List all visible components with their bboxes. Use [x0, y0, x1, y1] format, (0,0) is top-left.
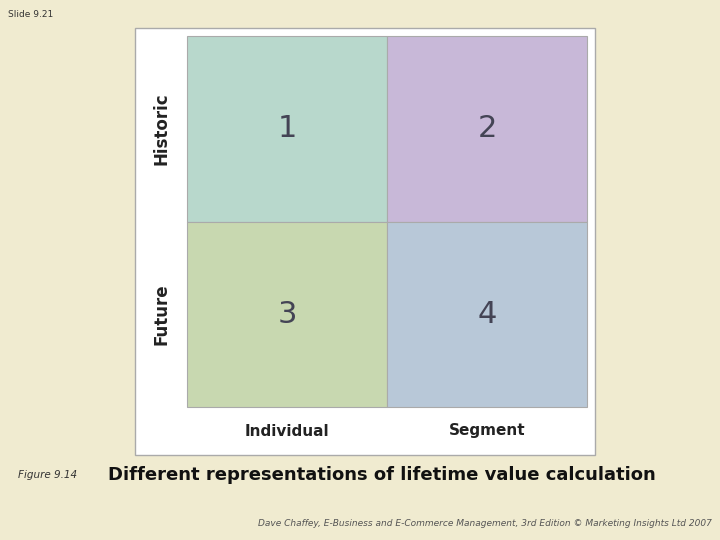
- Text: Slide 9.21: Slide 9.21: [8, 10, 53, 19]
- Text: 3: 3: [277, 300, 297, 329]
- Text: Dave Chaffey, E-Business and E-Commerce Management, 3rd Edition © Marketing Insi: Dave Chaffey, E-Business and E-Commerce …: [258, 519, 712, 528]
- Text: 1: 1: [277, 114, 297, 143]
- Text: Future: Future: [152, 284, 170, 345]
- Text: 2: 2: [477, 114, 497, 143]
- Bar: [187, 36, 387, 221]
- Text: Figure 9.14: Figure 9.14: [18, 470, 77, 480]
- Text: Individual: Individual: [245, 423, 329, 438]
- Text: Historic: Historic: [152, 92, 170, 165]
- Bar: [387, 221, 587, 407]
- Bar: [387, 36, 587, 221]
- Bar: [187, 221, 387, 407]
- Text: 4: 4: [477, 300, 497, 329]
- Bar: [135, 28, 595, 455]
- Text: Segment: Segment: [449, 423, 526, 438]
- Text: Different representations of lifetime value calculation: Different representations of lifetime va…: [108, 466, 656, 484]
